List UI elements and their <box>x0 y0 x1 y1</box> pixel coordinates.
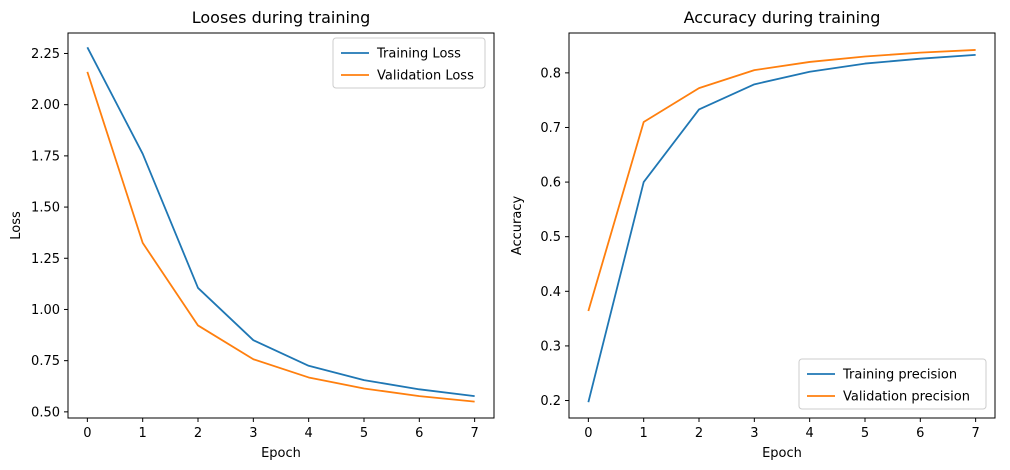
loss-chart-title: Looses during training <box>192 8 371 27</box>
loss-xtick-label: 7 <box>470 426 478 441</box>
accuracy-xtick-label: 0 <box>584 426 592 441</box>
loss-xtick-label: 5 <box>360 426 368 441</box>
accuracy-xtick-label: 5 <box>861 426 869 441</box>
accuracy-chart-xlabel: Epoch <box>762 446 802 461</box>
accuracy-chart-title: Accuracy during training <box>684 8 881 27</box>
accuracy-xtick-label: 6 <box>916 426 924 441</box>
loss-xtick-label: 4 <box>305 426 313 441</box>
accuracy-legend-box <box>798 358 987 410</box>
accuracy-legend-label-training: Training precision <box>842 368 957 383</box>
accuracy-series-training-line <box>587 53 976 403</box>
accuracy-chart-ylabel: Accuracy <box>510 196 525 256</box>
loss-plot-frame <box>67 32 495 419</box>
accuracy-xtick-label: 2 <box>695 426 703 441</box>
loss-xtick-label: 2 <box>194 426 202 441</box>
loss-legend-label-training: Training Loss <box>376 47 461 62</box>
accuracy-xtick-label: 3 <box>750 426 758 441</box>
loss-ytick-label: 1.00 <box>31 303 60 318</box>
loss-xtick-label: 6 <box>415 426 423 441</box>
accuracy-xtick-label: 7 <box>971 426 979 441</box>
accuracy-ytick-label: 0.5 <box>540 230 561 245</box>
loss-series-training-line <box>86 46 475 397</box>
accuracy-xtick-label: 4 <box>806 426 814 441</box>
accuracy-legend-label-validation: Validation precision <box>843 390 970 405</box>
loss-legend-box <box>332 37 486 89</box>
loss-ytick-label: 1.75 <box>31 149 60 164</box>
accuracy-series-validation-line <box>587 49 976 312</box>
loss-ytick-label: 1.25 <box>31 252 60 267</box>
accuracy-ytick-label: 0.3 <box>540 339 561 354</box>
accuracy-plot-frame <box>568 32 996 419</box>
accuracy-ytick-label: 0.6 <box>540 176 561 191</box>
loss-chart-ylabel: Loss <box>9 211 24 240</box>
loss-legend-label-validation: Validation Loss <box>377 69 474 84</box>
loss-legend: Training Loss Validation Loss <box>332 37 486 89</box>
loss-chart-xlabel: Epoch <box>261 446 301 461</box>
accuracy-legend: Training precision Validation precision <box>798 358 987 410</box>
loss-series-validation-line <box>86 71 475 403</box>
accuracy-xtick-label: 1 <box>640 426 648 441</box>
loss-ytick-label: 2.00 <box>31 98 60 113</box>
accuracy-ytick-label: 0.2 <box>540 394 561 409</box>
accuracy-chart: Accuracy during training Epoch Accuracy … <box>510 8 996 461</box>
accuracy-ytick-label: 0.7 <box>540 121 561 136</box>
loss-xtick-label: 3 <box>249 426 257 441</box>
loss-xtick-label: 0 <box>83 426 91 441</box>
loss-ytick-label: 1.50 <box>31 201 60 216</box>
loss-xtick-label: 1 <box>139 426 147 441</box>
loss-ytick-label: 0.50 <box>31 405 60 420</box>
loss-chart: Looses during training Epoch Loss 0 1 2 3 4 5… <box>9 8 495 461</box>
accuracy-ytick-label: 0.4 <box>540 285 561 300</box>
loss-ytick-label: 2.25 <box>31 47 60 62</box>
accuracy-ytick-label: 0.8 <box>540 66 561 81</box>
loss-ytick-label: 0.75 <box>31 354 60 369</box>
